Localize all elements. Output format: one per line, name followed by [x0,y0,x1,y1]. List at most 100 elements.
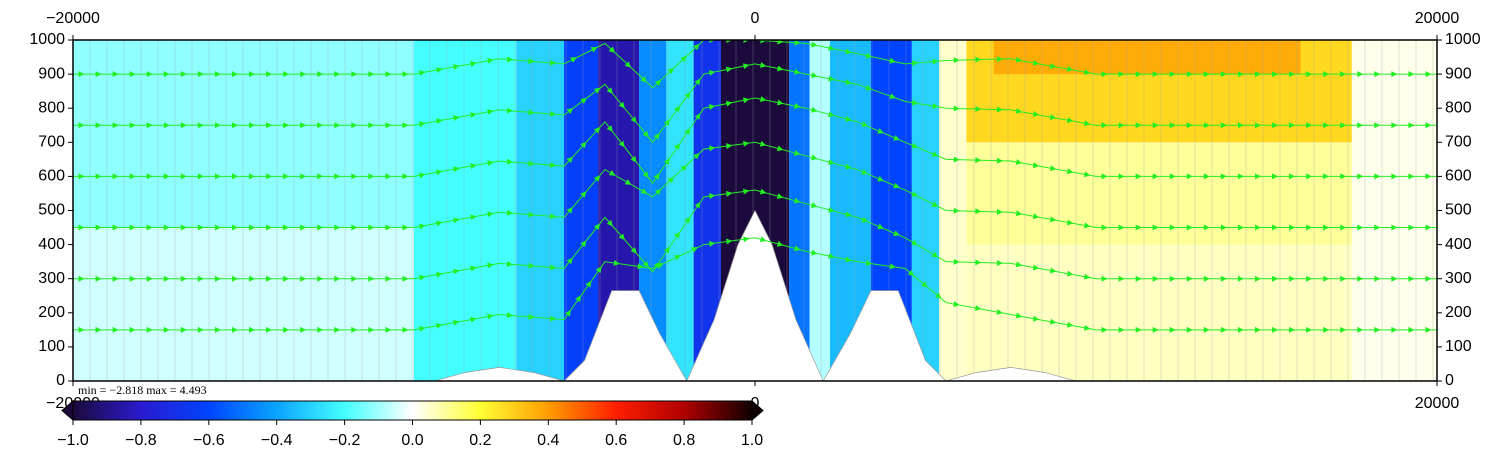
arrow-head [580,191,587,198]
arrow-head [1203,71,1210,78]
arrow-head [1083,222,1091,229]
arrow-head [334,224,341,231]
arrow-head [931,151,939,157]
y-tick-label: 0 [56,372,65,389]
arrow-head [1066,117,1074,124]
y-tick-label: 800 [38,99,65,116]
arrow-head [811,72,818,79]
arrow-head [845,79,852,85]
arrow-head [528,58,535,65]
arrow-head [1425,173,1432,180]
arrow-head [593,175,601,182]
arrow-head [932,58,939,65]
arrow-head [528,211,535,218]
arrow-head [1408,122,1415,129]
arrow-head [776,193,784,199]
arrow-head [1391,275,1398,282]
arrow-head [283,224,290,231]
arrow-head [759,62,767,68]
arrow-head [1323,326,1330,333]
arrow-head [996,106,1003,113]
arrow-head [694,201,701,209]
arrow-head [1272,71,1279,78]
arrow-head [334,122,341,129]
arrow-head [402,71,409,78]
arrow-head [419,325,426,332]
arrow-head [1186,224,1193,231]
arrow-head [1357,224,1364,231]
arrow-head [112,326,119,333]
arrow-head [709,193,716,200]
arrow-head [1032,264,1040,271]
y-tick-label: 0 [1445,372,1454,389]
arrow-head [112,122,119,129]
arrow-head [550,59,557,66]
arrow-head [759,96,767,103]
arrow-head [684,216,691,224]
arrow-head [1306,122,1313,129]
arrow-head [283,122,290,129]
arrow-head [1408,275,1415,282]
arrow-head [436,67,443,73]
arrow-head [1237,275,1244,282]
arrow-head [653,133,660,140]
colorbar-high [751,399,764,422]
arrow-head [231,122,238,129]
arrow-head [865,52,873,59]
colorbar-tick-label: −0.2 [329,432,361,449]
arrow-head [1391,224,1398,231]
arrow-head [911,99,919,106]
arrow-head [1323,122,1330,129]
arrow-head [1220,224,1227,231]
arrow-head [1032,111,1040,117]
arrow-head [1066,321,1074,328]
arrow-head [317,173,324,180]
arrow-head [1203,224,1210,231]
arrow-head [663,119,670,127]
arrow-head [78,224,85,231]
arrow-head [624,179,632,185]
arrow-head [811,106,818,113]
arrow-head [996,157,1003,164]
arrow-head [1374,224,1381,231]
arrow-head [694,113,701,120]
arrow-head [1101,71,1108,78]
arrow-head [877,128,884,134]
arrow-head [146,326,153,333]
arrow-head [78,326,85,333]
field-cell [911,40,940,381]
arrow-head [266,173,273,180]
arrow-head [759,188,767,195]
y-tick-label: 500 [1445,202,1472,219]
arrow-head [667,176,675,184]
arrow-head [214,224,221,231]
arrow-head [776,145,784,152]
arrow-head [95,122,102,129]
arrow-head [197,173,204,180]
arrow-head [249,224,256,231]
arrow-head [487,57,494,64]
arrow-head [470,60,477,67]
arrow-head [1220,275,1227,282]
arrow-head [112,71,119,78]
arrow-head [593,223,601,231]
colorbar-tick-label: 1.0 [741,432,763,449]
arrow-head [419,223,426,230]
arrow-head [642,130,649,138]
arrow-head [453,115,460,122]
arrow-head [283,275,290,282]
arrow-head [1425,275,1432,282]
arrow-head [402,326,409,333]
streamline [73,189,1437,280]
arrow-head [1408,224,1415,231]
arrow-head [487,109,494,115]
arrow-head [975,56,982,63]
arrow-head [865,259,873,266]
arrow-head [889,263,897,270]
arrow-head [470,163,477,170]
arrow-head [1357,71,1364,78]
arrow-head [1135,224,1142,231]
arrow-head [759,236,767,243]
arrow-head [889,57,897,64]
arrow-head [1237,224,1244,231]
